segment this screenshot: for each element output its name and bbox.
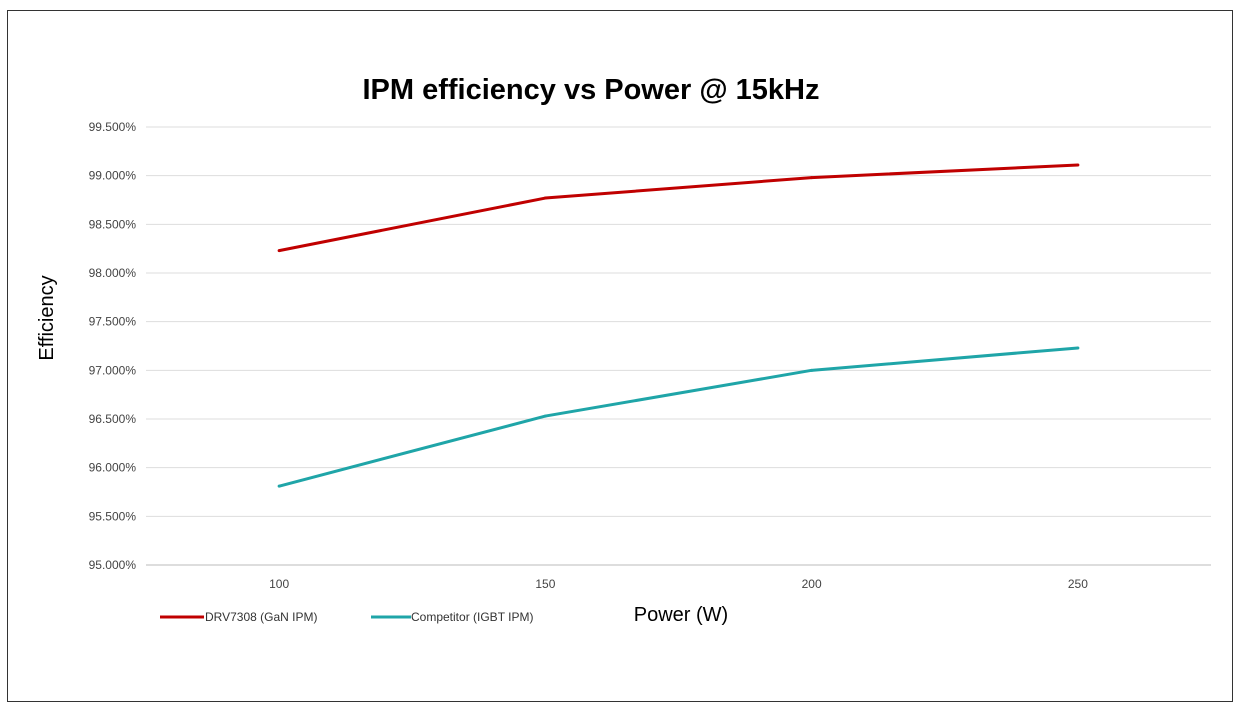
data-point [543, 196, 547, 200]
y-tick-label: 95.000% [89, 558, 137, 572]
series-line-1 [278, 346, 1079, 488]
y-tick-label: 98.500% [89, 217, 137, 231]
data-point [277, 484, 281, 488]
x-tick-label: 100 [269, 577, 289, 591]
data-point [277, 249, 281, 253]
data-point [543, 414, 547, 418]
data-point [1076, 163, 1080, 167]
y-axis-ticks: 95.000% 95.500% 96.000% 96.500% 97.000% 97.50… [89, 120, 137, 572]
x-axis-ticks: 100 150 200 250 [269, 577, 1088, 591]
y-tick-label: 96.000% [89, 461, 137, 475]
y-tick-label: 98.000% [89, 266, 137, 280]
y-tick-label: 97.000% [89, 363, 137, 377]
data-point [810, 176, 814, 180]
series-lines [277, 163, 1080, 488]
x-axis-label: Power (W) [634, 604, 728, 626]
y-tick-label: 95.500% [89, 509, 137, 523]
y-tick-label: 99.000% [89, 169, 137, 183]
data-point [1076, 346, 1080, 350]
y-tick-label: 99.500% [89, 120, 137, 134]
legend: DRV7308 (GaN IPM) Competitor (IGBT IPM) [160, 610, 533, 624]
legend-label-competitor: Competitor (IGBT IPM) [411, 610, 533, 624]
y-tick-label: 96.500% [89, 412, 137, 426]
x-tick-label: 250 [1068, 577, 1088, 591]
chart-frame [7, 10, 1233, 702]
gridlines [146, 126, 1211, 566]
x-tick-label: 200 [802, 577, 822, 591]
legend-label-drv7308: DRV7308 (GaN IPM) [205, 610, 317, 624]
x-tick-label: 150 [535, 577, 555, 591]
y-tick-label: 97.500% [89, 315, 137, 329]
chart-title: IPM efficiency vs Power @ 15kHz [362, 74, 819, 106]
series-line-0 [278, 163, 1078, 253]
data-point [810, 368, 814, 372]
y-axis-label: Efficiency [36, 275, 58, 360]
